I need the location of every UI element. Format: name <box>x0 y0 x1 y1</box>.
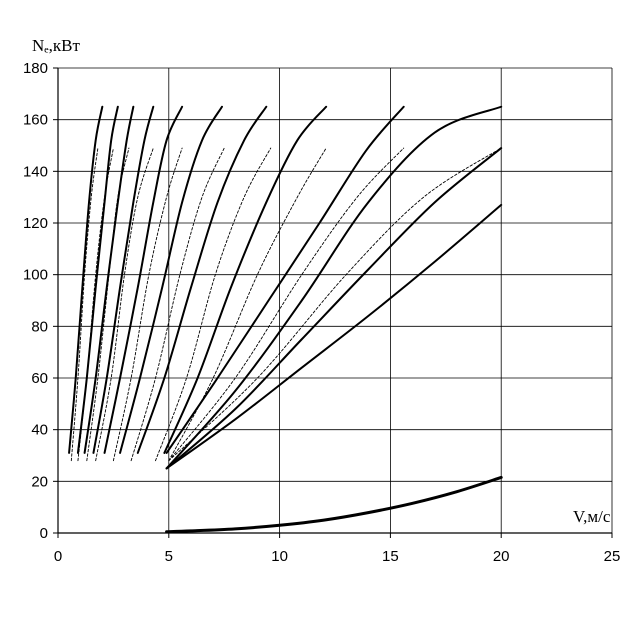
solid-series-line <box>163 105 328 454</box>
x-tick-label: 10 <box>271 548 288 565</box>
series <box>68 105 503 534</box>
dashed-series-line <box>112 147 183 462</box>
dashed-series-line <box>168 147 327 462</box>
solid-series-line <box>119 105 223 454</box>
y-tick-label: 120 <box>23 215 48 232</box>
solid-series-line <box>83 105 135 454</box>
dashed-series-line <box>155 147 272 462</box>
dashed-series-line <box>130 147 225 462</box>
dashed-series-line <box>77 147 114 462</box>
dashed-series-line <box>86 147 130 462</box>
solid-series-line <box>76 105 119 454</box>
solid-series-line <box>92 105 155 454</box>
y-tick-label: 60 <box>31 370 48 387</box>
x-tick-label: 20 <box>493 548 510 565</box>
x-tick-label: 15 <box>382 548 399 565</box>
y-tick-label: 40 <box>31 422 48 439</box>
solid-series-line <box>136 105 268 454</box>
y-tick-label: 20 <box>31 473 48 490</box>
solid-series-line <box>165 147 503 470</box>
tick-labels: 0 20 40 60 80 100 120 140 160 180 0 5 10 15 20 25 <box>23 60 620 565</box>
solid-series-line <box>165 105 405 454</box>
y-tick-label: 140 <box>23 163 48 180</box>
y-tick-label: 80 <box>31 318 48 335</box>
axes <box>53 67 613 538</box>
y-tick-label: 100 <box>23 267 48 284</box>
y-tick-label: 160 <box>23 112 48 129</box>
solid-series-line <box>165 105 503 470</box>
solid-series-line <box>165 203 503 470</box>
dashed-series-line <box>95 147 154 462</box>
y-axis-label: Nₑ,кВт <box>32 36 80 55</box>
x-axis-label: V,м/с <box>573 507 611 526</box>
x-tick-label: 0 <box>54 548 62 565</box>
solid-series-line <box>103 105 184 454</box>
dashed-series-line <box>70 147 99 462</box>
grid <box>58 67 613 533</box>
x-tick-label: 5 <box>165 548 173 565</box>
solid-series-line <box>68 105 104 454</box>
y-tick-label: 0 <box>40 525 48 542</box>
y-tick-label: 180 <box>23 60 48 77</box>
dashed-series-line <box>168 147 405 462</box>
thick-series-line <box>165 475 503 534</box>
x-tick-label: 25 <box>604 548 621 565</box>
dashed-series-line <box>168 147 502 462</box>
